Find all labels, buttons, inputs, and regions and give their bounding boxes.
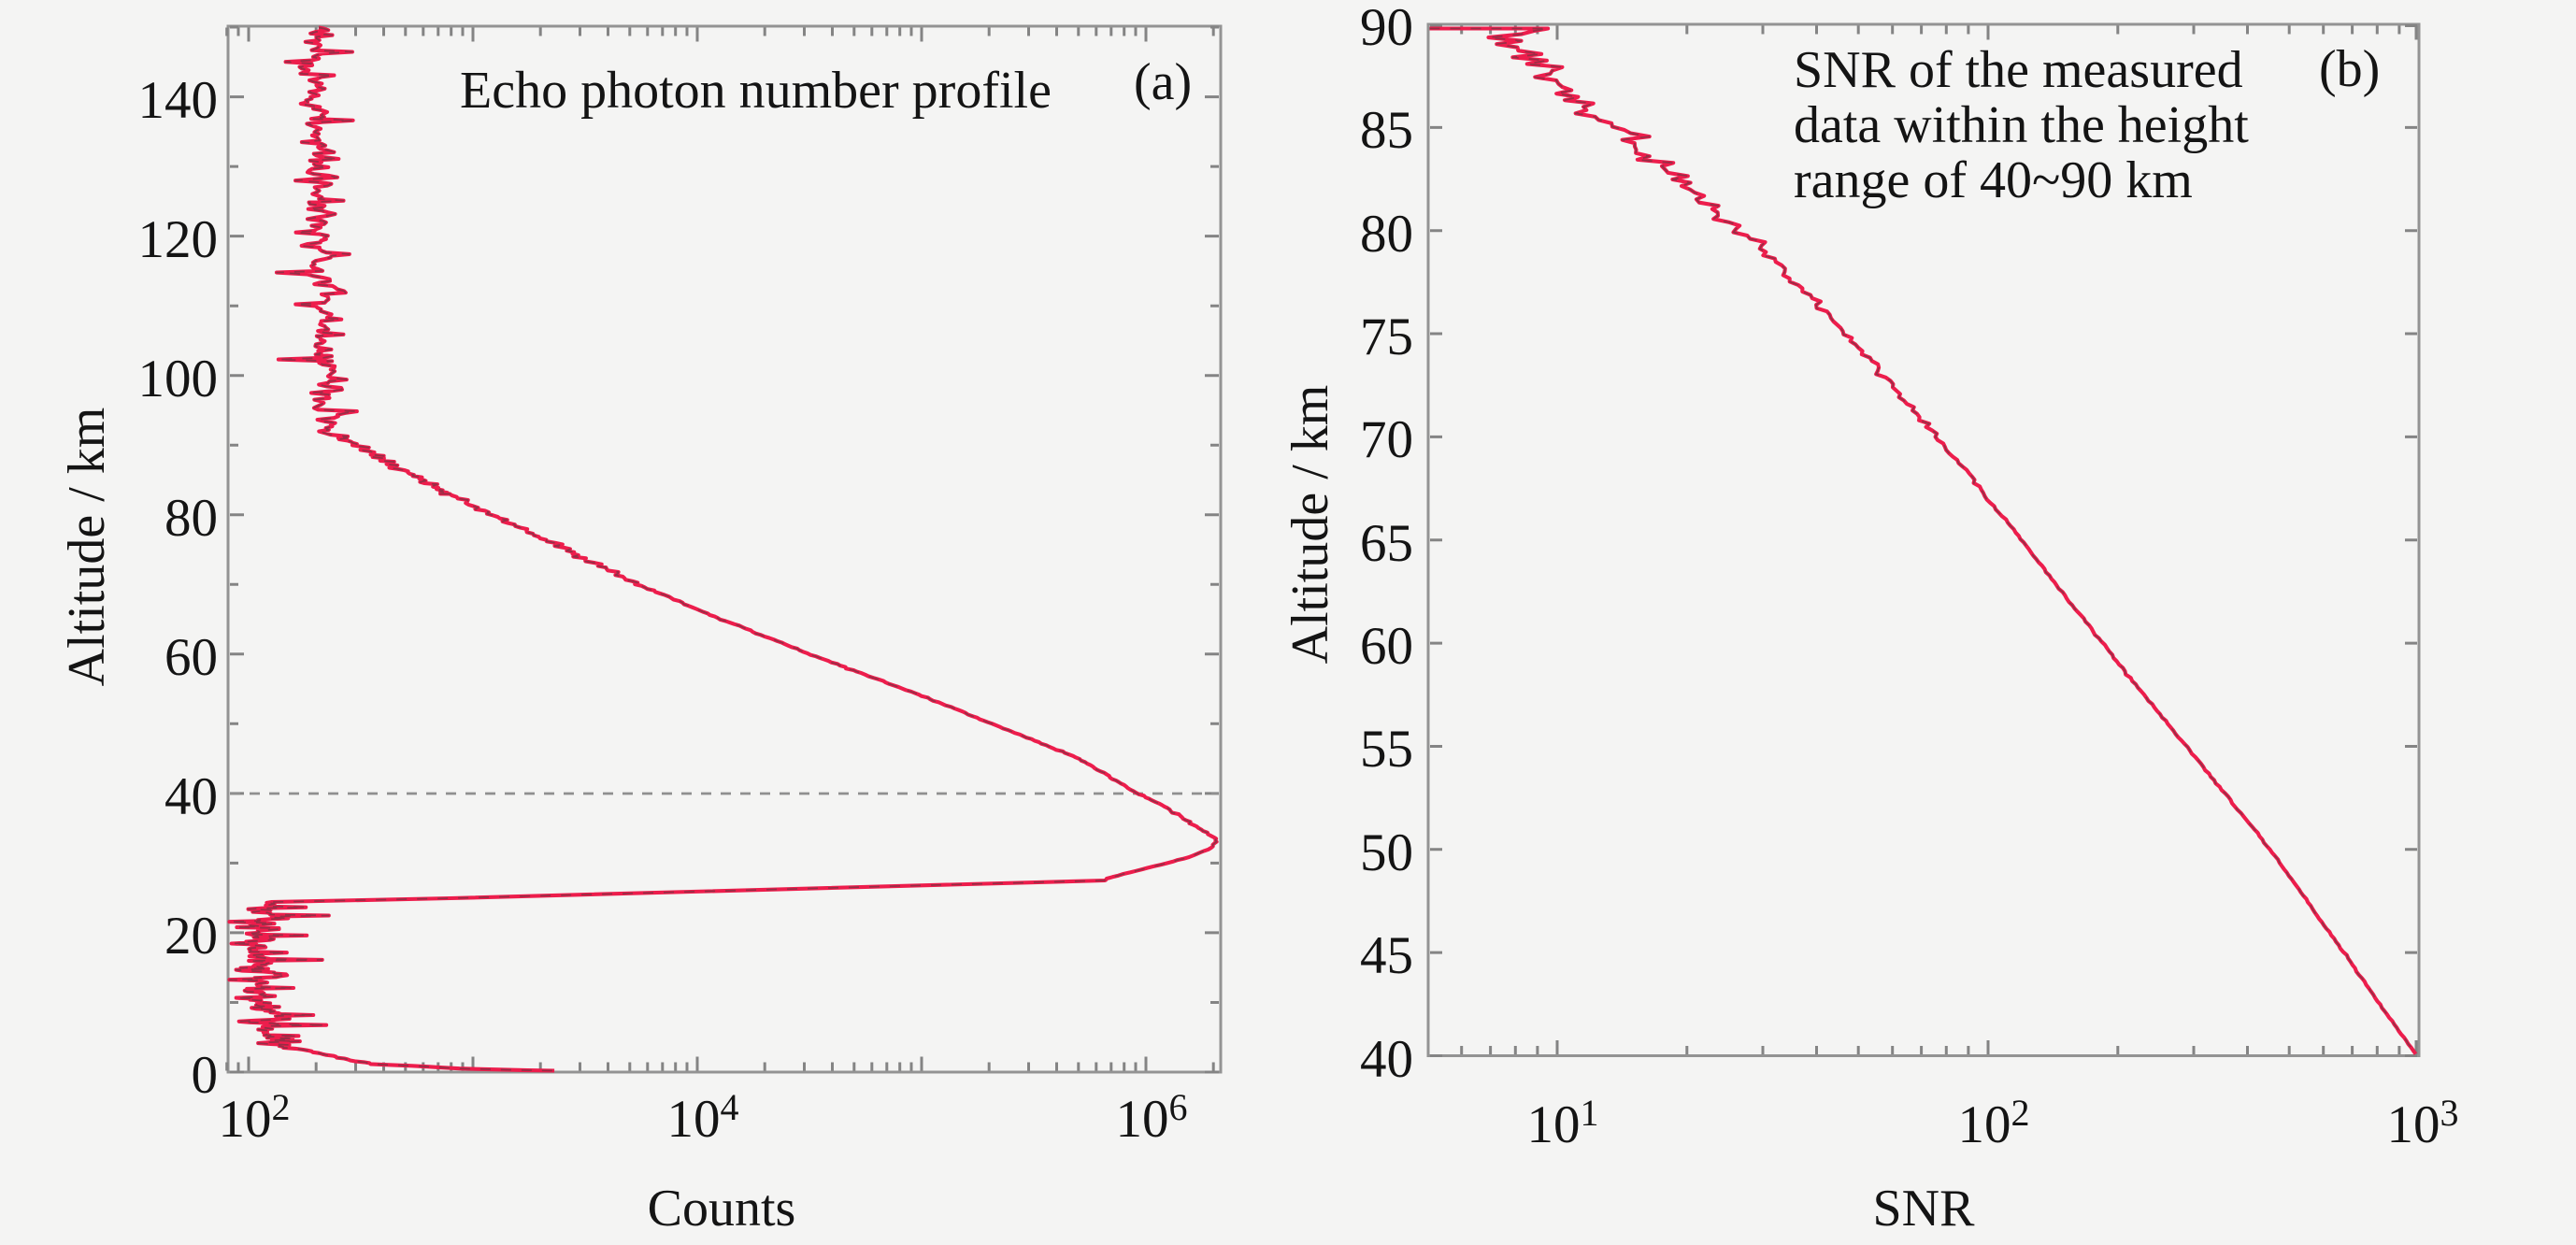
- svg-text:60: 60: [1360, 617, 1413, 676]
- svg-text:90: 90: [1360, 0, 1413, 57]
- svg-text:80: 80: [1360, 205, 1413, 264]
- svg-text:40: 40: [165, 767, 218, 826]
- svg-text:Altitude / km: Altitude / km: [1281, 385, 1339, 665]
- svg-text:65: 65: [1360, 514, 1413, 573]
- svg-text:120: 120: [138, 210, 219, 269]
- svg-text:80: 80: [165, 489, 218, 548]
- svg-text:70: 70: [1360, 410, 1413, 469]
- svg-text:75: 75: [1360, 308, 1413, 366]
- svg-text:SNR of the measured: SNR of the measured: [1794, 41, 2243, 99]
- svg-text:Counts: Counts: [648, 1180, 796, 1238]
- svg-text:60: 60: [165, 628, 218, 687]
- svg-text:Altitude / km: Altitude / km: [58, 408, 116, 687]
- svg-text:106: 106: [1116, 1086, 1188, 1149]
- svg-text:100: 100: [138, 350, 219, 408]
- svg-text:140: 140: [138, 71, 219, 130]
- svg-text:SNR: SNR: [1873, 1180, 1976, 1238]
- svg-text:20: 20: [165, 907, 218, 966]
- svg-text:55: 55: [1360, 720, 1413, 779]
- svg-text:(a): (a): [1134, 53, 1192, 111]
- svg-text:45: 45: [1360, 926, 1413, 985]
- svg-text:102: 102: [1958, 1092, 2030, 1154]
- svg-text:50: 50: [1360, 823, 1413, 882]
- svg-text:85: 85: [1360, 101, 1413, 160]
- svg-text:(b): (b): [2319, 40, 2380, 98]
- svg-text:data within the height: data within the height: [1794, 96, 2249, 154]
- svg-text:range of 40~90 km: range of 40~90 km: [1794, 151, 2193, 209]
- svg-text:0: 0: [192, 1046, 219, 1105]
- svg-text:Echo photon number profile: Echo photon number profile: [460, 62, 1052, 120]
- svg-text:40: 40: [1360, 1030, 1413, 1089]
